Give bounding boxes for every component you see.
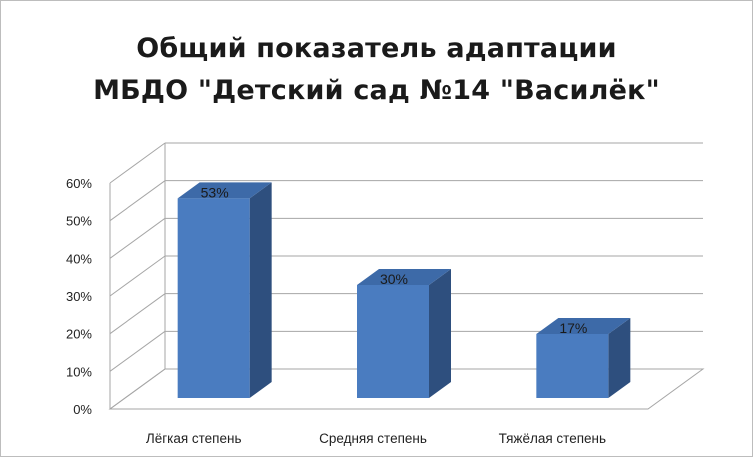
chart-title-line-1: Общий показатель адаптации bbox=[136, 33, 617, 64]
y-tick-label: 10% bbox=[66, 364, 92, 379]
bar-top bbox=[177, 182, 272, 199]
data-label: 53% bbox=[201, 184, 229, 200]
bar-top bbox=[536, 317, 631, 334]
x-category-label: Лёгкая степень bbox=[146, 431, 242, 446]
y-tick-label: 30% bbox=[66, 289, 92, 304]
bar-side bbox=[429, 269, 451, 398]
x-category-label: Средняя степень bbox=[319, 431, 427, 446]
data-label: 17% bbox=[559, 320, 587, 336]
x-category-label: Тяжёлая степень bbox=[499, 431, 606, 446]
chart-title-line-2: МБДО "Детский сад №14 "Василёк" bbox=[93, 75, 660, 106]
chart-title: Общий показатель адаптации МБДО "Детский… bbox=[0, 28, 753, 112]
bar-front bbox=[357, 285, 429, 398]
chart-floor bbox=[108, 368, 705, 410]
bar-front bbox=[177, 198, 250, 398]
y-tick-label: 20% bbox=[66, 327, 92, 342]
y-tick-label: 40% bbox=[66, 251, 92, 266]
bar-front bbox=[536, 333, 609, 398]
bar bbox=[536, 317, 631, 398]
bar bbox=[177, 182, 272, 398]
y-tick-label: 50% bbox=[66, 214, 92, 229]
bar-top bbox=[357, 269, 451, 285]
gridline-diagonal bbox=[109, 293, 166, 335]
data-label: 30% bbox=[380, 271, 408, 287]
gridline-diagonal bbox=[109, 330, 166, 372]
bar-side bbox=[249, 182, 272, 398]
y-tick-label: 0% bbox=[73, 402, 92, 417]
y-tick-label: 60% bbox=[66, 176, 92, 191]
gridline-diagonal bbox=[109, 217, 166, 259]
bar-side bbox=[608, 317, 631, 398]
gridline-diagonal bbox=[109, 255, 166, 297]
bar bbox=[357, 269, 451, 398]
gridline-diagonal bbox=[109, 142, 166, 184]
gridline-diagonal bbox=[109, 180, 166, 222]
